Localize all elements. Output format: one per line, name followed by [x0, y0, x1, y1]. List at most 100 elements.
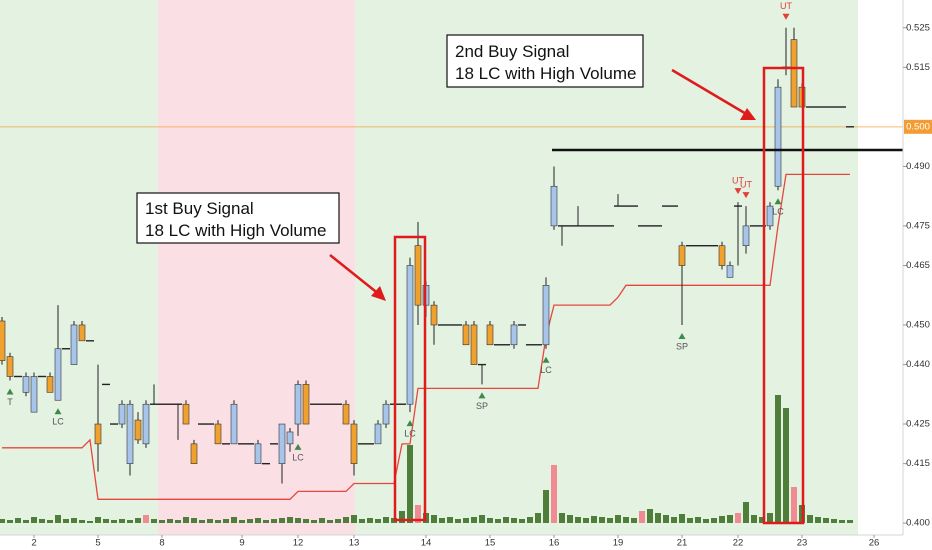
- volume-bar: [383, 517, 389, 523]
- volume-bar: [287, 517, 293, 523]
- candle-body: [118, 403, 126, 425]
- volume-bar: [319, 518, 325, 523]
- highlight-box: [762, 66, 805, 525]
- volume-bar: [679, 514, 685, 523]
- volume-bar: [7, 520, 13, 523]
- volume-bar: [783, 408, 789, 523]
- volume-bar: [623, 517, 629, 523]
- volume-bar: [527, 517, 533, 523]
- volume-bar: [583, 518, 589, 523]
- candle-body: [374, 423, 382, 445]
- volume-bar: [639, 511, 645, 523]
- volume-bar: [183, 517, 189, 523]
- x-tick-label: 5: [95, 538, 100, 549]
- volume-bar: [263, 520, 269, 523]
- volume-bar: [15, 518, 21, 523]
- volume-bar: [79, 520, 85, 523]
- volume-bar: [439, 518, 445, 523]
- signal-marker: [406, 420, 414, 427]
- x-tick-label: 8: [159, 538, 164, 549]
- signal-marker: [734, 188, 742, 195]
- y-tick-label: 0.465: [906, 260, 930, 271]
- volume-bar: [663, 515, 669, 523]
- volume-bar: [839, 520, 845, 523]
- y-tick-label: 0.475: [906, 220, 930, 231]
- candle-body: [286, 431, 294, 445]
- candle-body: [230, 403, 238, 445]
- volume-bar: [575, 517, 581, 523]
- volume-bar: [335, 519, 341, 523]
- annotation-text: 18 LC with High Volume: [455, 64, 636, 83]
- signal-label: LC: [292, 452, 304, 462]
- volume-bar: [519, 519, 525, 523]
- volume-bar: [311, 520, 317, 523]
- volume-bar: [207, 519, 213, 523]
- volume-bar: [559, 513, 565, 523]
- candle-body: [254, 443, 262, 464]
- y-axis-area: [903, 0, 932, 550]
- x-axis-area: [0, 535, 903, 550]
- volume-bar: [615, 515, 621, 523]
- volume-bar: [279, 518, 285, 523]
- candle-body: [406, 265, 414, 405]
- signal-label: UT: [740, 179, 752, 189]
- volume-bar: [239, 520, 245, 523]
- x-tick-label: 19: [613, 538, 624, 549]
- volume-bar: [159, 520, 165, 523]
- arrow: [671, 68, 749, 117]
- candle-body: [302, 384, 310, 425]
- volume-bar: [535, 513, 541, 523]
- signal-label: LC: [772, 207, 784, 217]
- signal-label: LC: [404, 429, 416, 439]
- volume-bar: [375, 519, 381, 523]
- volume-bar: [303, 519, 309, 523]
- volume-bar: [567, 515, 573, 523]
- x-tick-label: 26: [869, 538, 880, 549]
- signal-label: T: [7, 397, 13, 407]
- arrow-head: [740, 108, 756, 120]
- volume-bar: [767, 513, 773, 523]
- volume-bar: [815, 517, 821, 523]
- last-price-label: 0.500: [906, 121, 930, 132]
- x-tick-label: 15: [485, 538, 496, 549]
- volume-bar: [431, 515, 437, 523]
- volume-bar: [599, 517, 605, 523]
- axis-layer: 0.400 0.415 0.425 0.440 0.450 0.465 0.475 0.490…: [31, 22, 932, 549]
- volume-bar: [455, 519, 461, 523]
- candle-body: [214, 423, 222, 445]
- volume-bar: [151, 519, 157, 523]
- volume-bar: [31, 517, 37, 523]
- candle-body: [462, 324, 470, 346]
- volume-bar: [71, 518, 77, 523]
- volume-bar: [711, 518, 717, 523]
- volume-bar: [591, 516, 597, 523]
- x-tick-label: 2: [31, 538, 36, 549]
- candle-body: [46, 376, 54, 393]
- candle-body: [134, 419, 142, 441]
- last-price-tag: [904, 119, 932, 134]
- volume-bar: [743, 502, 749, 523]
- volume-bar: [543, 490, 549, 523]
- volume-bar: [671, 517, 677, 523]
- signal-marker: [678, 332, 686, 339]
- volume-bar: [295, 518, 301, 523]
- candle-body: [542, 285, 550, 346]
- candle-body: [718, 245, 726, 266]
- volume-bar: [135, 518, 141, 523]
- signal-label: UT: [780, 1, 792, 11]
- volume-bar: [191, 518, 197, 523]
- volume-bar: [495, 519, 501, 523]
- candle-body: [6, 356, 14, 377]
- volume-bar: [63, 519, 69, 523]
- volume-bar: [735, 513, 741, 523]
- volume-bar: [831, 519, 837, 523]
- volume-bar: [607, 518, 613, 523]
- annotation-text: 18 LC with High Volume: [145, 221, 326, 240]
- volume-bar: [759, 517, 765, 523]
- candle-body: [510, 324, 518, 346]
- volume-bar: [95, 517, 101, 523]
- x-tick-label: 9: [239, 538, 244, 549]
- volume-bar: [751, 515, 757, 523]
- volume-bar: [807, 515, 813, 523]
